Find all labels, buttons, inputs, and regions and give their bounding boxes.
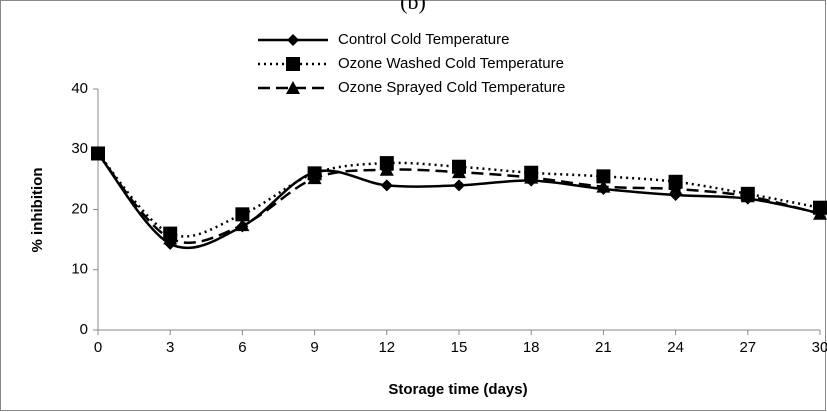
marker <box>379 162 394 176</box>
marker <box>668 174 683 189</box>
x-tick-label: 30 <box>812 339 827 356</box>
x-tick-label: 9 <box>310 339 318 356</box>
marker <box>668 182 683 196</box>
legend-marker <box>286 81 300 94</box>
marker <box>596 179 611 193</box>
y-tick-label: 20 <box>71 200 88 217</box>
marker <box>235 207 250 222</box>
marker <box>91 147 105 161</box>
x-tick-label: 21 <box>595 339 612 356</box>
series-line <box>97 152 821 238</box>
legend-label: Control Cold Temperature <box>338 31 509 48</box>
marker <box>813 206 827 220</box>
chart-title: (b) <box>400 0 426 14</box>
y-axis-title: % inhibition <box>29 168 46 253</box>
marker <box>524 170 539 184</box>
marker <box>235 218 250 232</box>
series-line <box>97 152 821 250</box>
marker <box>380 179 393 192</box>
y-tick-label: 40 <box>71 80 88 97</box>
legend-label: Ozone Washed Cold Temperature <box>338 55 564 72</box>
marker <box>307 171 322 185</box>
x-tick-label: 12 <box>378 339 395 356</box>
x-tick-label: 15 <box>451 339 468 356</box>
marker <box>163 231 178 245</box>
legend-marker <box>286 57 300 71</box>
x-axis-title: Storage time (days) <box>388 381 527 398</box>
marker <box>452 165 466 179</box>
marker <box>740 189 755 203</box>
y-tick-label: 10 <box>71 261 88 278</box>
x-tick-label: 0 <box>94 339 102 356</box>
y-tick-label: 0 <box>80 321 88 338</box>
legend-label: Ozone Sprayed Cold Temperature <box>338 79 565 96</box>
x-tick-label: 18 <box>523 339 540 356</box>
y-tick-label: 30 <box>71 140 88 157</box>
series-line <box>97 153 821 244</box>
marker <box>596 169 611 184</box>
marker <box>453 179 465 192</box>
x-tick-label: 3 <box>166 339 174 356</box>
x-tick-label: 27 <box>739 339 756 356</box>
legend-marker <box>287 34 299 46</box>
x-tick-label: 6 <box>238 339 246 356</box>
x-tick-label: 24 <box>667 339 684 356</box>
